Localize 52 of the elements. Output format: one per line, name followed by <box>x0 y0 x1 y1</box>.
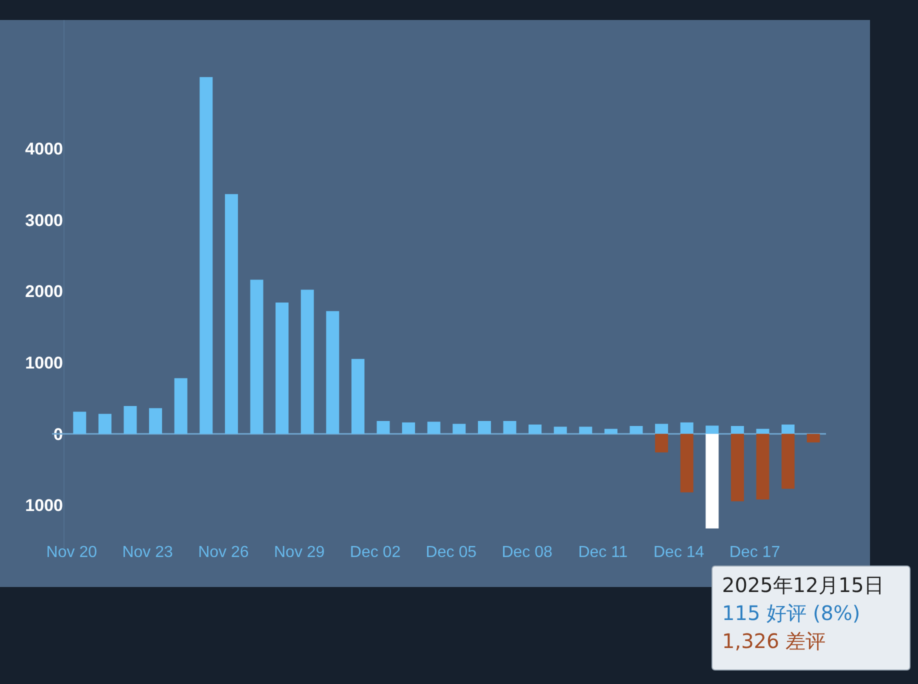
bar <box>452 424 466 434</box>
bar <box>276 302 289 434</box>
x-tick-label: Nov 23 <box>122 544 173 561</box>
bar <box>98 414 112 434</box>
x-tick-label: Dec 17 <box>729 544 780 561</box>
bar <box>402 422 416 434</box>
bar <box>756 428 770 434</box>
y-tick-label: 1000 <box>25 353 63 372</box>
bar <box>528 424 542 434</box>
bar <box>756 434 770 500</box>
y-tick-label: 4000 <box>25 139 63 158</box>
tooltip: 2025年12月15日 115 好评 (8%) 1,326 差评 <box>712 566 910 670</box>
bar <box>478 420 491 434</box>
bar <box>706 426 719 434</box>
x-tick-label: Dec 02 <box>350 544 401 561</box>
bar <box>250 280 264 434</box>
bar <box>174 378 188 434</box>
x-tick-label: Dec 14 <box>654 544 704 561</box>
x-tick-label: Nov 29 <box>274 544 325 561</box>
bar <box>73 412 86 434</box>
bar <box>503 420 516 434</box>
bar <box>730 426 744 434</box>
bar <box>579 426 592 434</box>
y-tick-label: 3000 <box>25 210 63 230</box>
x-tick-label: Dec 05 <box>426 544 477 561</box>
bar <box>149 408 162 434</box>
bar <box>200 77 213 434</box>
bar <box>806 434 820 442</box>
bar <box>680 434 694 492</box>
bar <box>604 428 618 434</box>
bar <box>730 434 744 502</box>
bar <box>630 426 643 434</box>
bar <box>554 426 567 434</box>
x-tick-label: Nov 26 <box>198 544 249 561</box>
y-tick-label: 2000 <box>25 282 63 302</box>
bar <box>326 311 340 434</box>
y-tick-label: 1000 <box>25 496 63 516</box>
bar <box>376 420 390 434</box>
bar <box>655 424 668 434</box>
bar <box>351 358 364 434</box>
x-tick-label: Nov 20 <box>46 544 98 561</box>
bar <box>300 290 314 434</box>
x-tick-label: Dec 08 <box>502 544 552 561</box>
bar <box>782 434 795 489</box>
bar <box>782 424 795 434</box>
x-tick-label: Dec 11 <box>578 544 628 561</box>
bar <box>124 406 137 434</box>
bar <box>427 422 440 434</box>
bar <box>706 434 719 528</box>
bar <box>655 434 668 452</box>
bar <box>680 422 694 434</box>
bar <box>224 194 238 434</box>
